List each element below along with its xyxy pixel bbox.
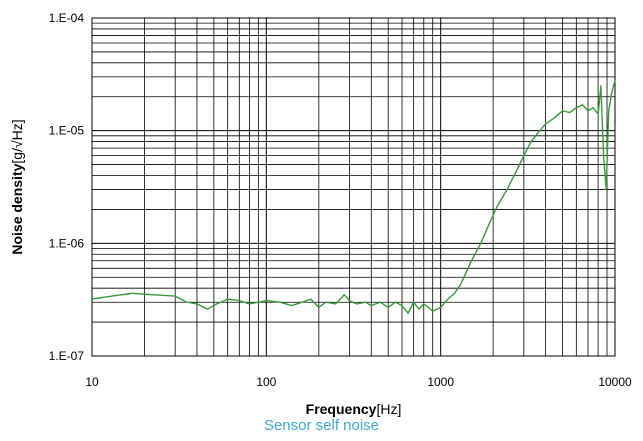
chart-caption: Sensor self noise: [0, 417, 643, 434]
x-axis-label: Frequency: [306, 401, 377, 417]
plot-frame: [92, 18, 615, 356]
y-tick-label: 1.E-06: [49, 236, 85, 250]
y-tick-label: 1.E-04: [49, 11, 85, 25]
x-tick-label: 10000: [598, 375, 632, 389]
x-tick-label: 100: [256, 375, 276, 389]
tick-labels: 10 100 1000 10000 1.E-07 1.E-06 1.E-05 1.E-04: [49, 11, 632, 389]
series-group: [92, 80, 615, 313]
x-tick-label: 1000: [427, 375, 454, 389]
y-axis-title: Noise density[g/√Hz]: [9, 119, 25, 254]
x-axis-title: Frequency[Hz]: [306, 401, 402, 417]
y-axis-label: Noise density: [9, 163, 25, 254]
x-tick-label: 10: [85, 375, 99, 389]
grid-lines: [92, 18, 615, 356]
y-axis-unit: [g/√Hz]: [9, 119, 25, 163]
noise-density-series-line: [92, 80, 615, 313]
y-tick-label: 1.E-07: [49, 349, 85, 363]
y-tick-label: 1.E-05: [49, 124, 85, 138]
x-axis-unit: [Hz]: [376, 401, 401, 417]
